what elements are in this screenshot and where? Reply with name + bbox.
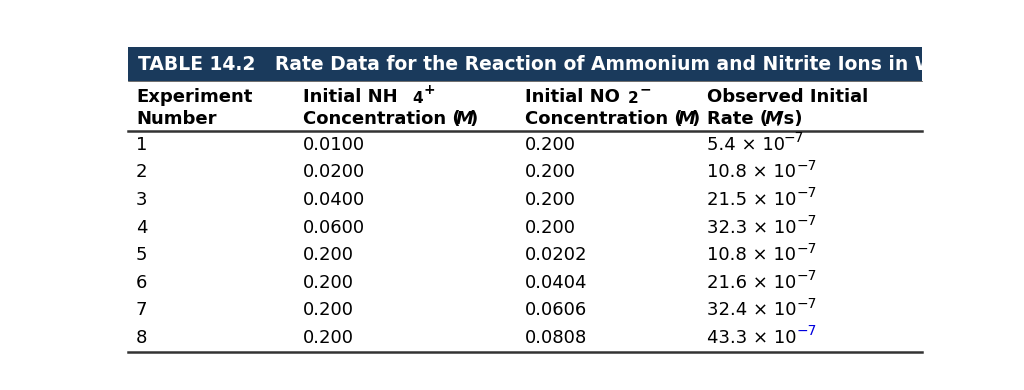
Text: 0.0202: 0.0202 [524,246,588,264]
Text: 0.200: 0.200 [524,136,575,154]
Text: Number: Number [136,110,216,128]
Text: 21.5 × 10: 21.5 × 10 [708,191,797,209]
Text: −7: −7 [797,186,816,200]
Text: 0.200: 0.200 [524,163,575,181]
Text: 10.8 × 10: 10.8 × 10 [708,246,797,264]
Text: 0.200: 0.200 [303,329,353,347]
Text: ): ) [469,110,477,128]
Text: 10.8 × 10: 10.8 × 10 [708,163,797,181]
Text: 4: 4 [136,218,147,237]
Text: 0.200: 0.200 [303,246,353,264]
Text: 8: 8 [136,329,147,347]
Text: 43.3 × 10: 43.3 × 10 [708,329,797,347]
Text: M: M [765,110,782,128]
Text: −: − [639,83,650,97]
Text: 1: 1 [136,136,147,154]
Text: 21.6 × 10: 21.6 × 10 [708,274,797,292]
Text: 0.0400: 0.0400 [303,191,365,209]
Text: Observed Initial: Observed Initial [708,88,868,106]
Text: Experiment: Experiment [136,88,252,106]
Text: Concentration (: Concentration ( [303,110,460,128]
Text: −7: −7 [783,131,804,145]
Text: Initial NH: Initial NH [303,88,397,106]
Text: −7: −7 [797,269,816,283]
Text: 6: 6 [136,274,147,292]
Text: −7: −7 [797,297,816,311]
Text: 5: 5 [136,246,147,264]
Text: Rate (: Rate ( [708,110,768,128]
Text: +: + [423,83,435,97]
Text: −7: −7 [797,324,816,339]
Text: −7: −7 [797,241,816,255]
Text: 32.3 × 10: 32.3 × 10 [708,218,797,237]
Text: Initial NO: Initial NO [524,88,620,106]
Text: 0.0808: 0.0808 [524,329,587,347]
Text: 0.0200: 0.0200 [303,163,365,181]
Text: TABLE 14.2   Rate Data for the Reaction of Ammonium and Nitrite Ions in Water at: TABLE 14.2 Rate Data for the Reaction of… [137,55,1024,74]
Text: −7: −7 [797,159,816,173]
Text: M: M [456,110,474,128]
Text: 0.200: 0.200 [303,274,353,292]
Text: /s): /s) [777,110,803,128]
Text: 3: 3 [136,191,147,209]
Text: M: M [678,110,696,128]
Bar [128,47,922,82]
Text: 0.200: 0.200 [303,301,353,319]
Text: 0.0100: 0.0100 [303,136,365,154]
Text: 0.200: 0.200 [524,191,575,209]
Text: 2: 2 [628,91,639,106]
Text: ): ) [691,110,699,128]
Text: 0.200: 0.200 [524,218,575,237]
Text: 2: 2 [136,163,147,181]
Text: 32.4 × 10: 32.4 × 10 [708,301,797,319]
Text: −7: −7 [797,214,816,228]
Text: 0.0606: 0.0606 [524,301,587,319]
Text: 0.0600: 0.0600 [303,218,365,237]
Text: Concentration (: Concentration ( [524,110,682,128]
Text: 0.0404: 0.0404 [524,274,588,292]
Text: 5.4 × 10: 5.4 × 10 [708,136,785,154]
Text: 4: 4 [412,91,423,106]
Text: 7: 7 [136,301,147,319]
